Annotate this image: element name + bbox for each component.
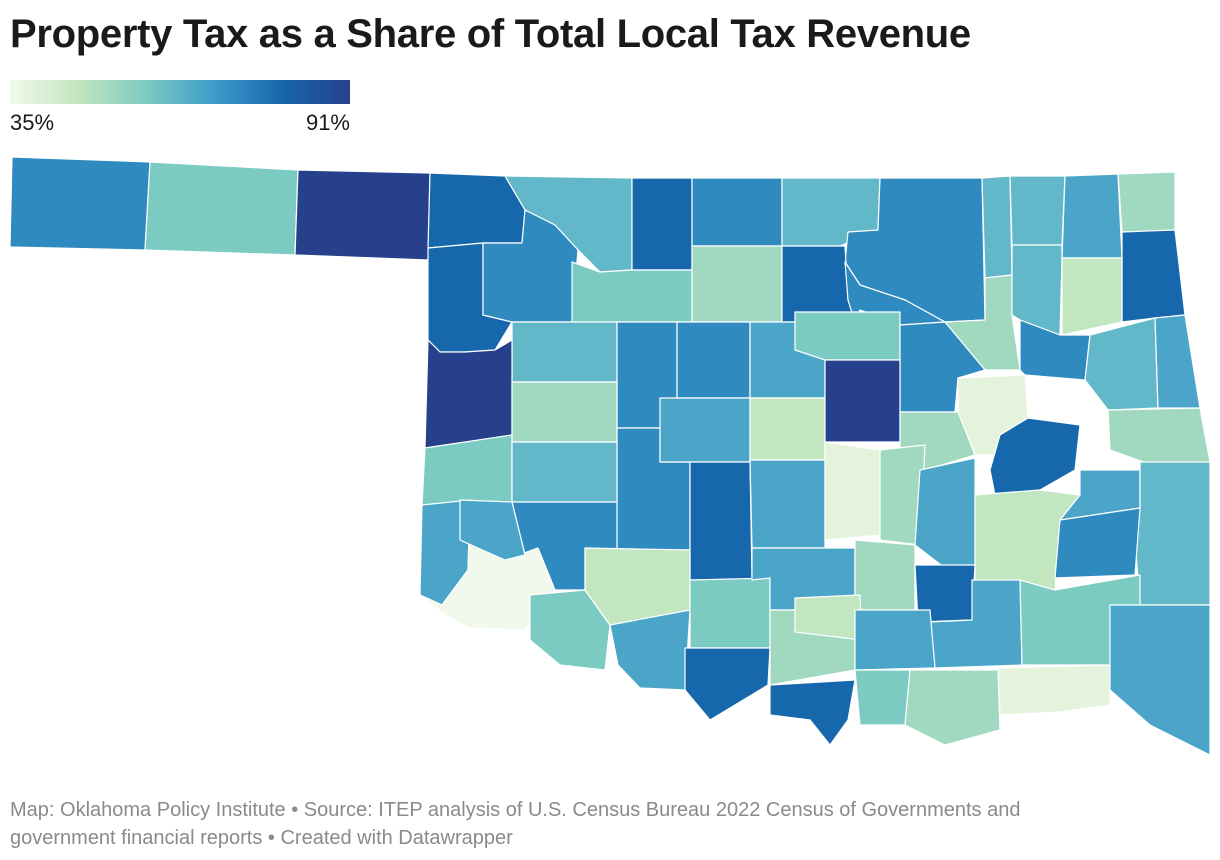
county-beaver: [294, 169, 431, 261]
legend-max-label: 91%: [305, 110, 350, 135]
footer-credits: Map: Oklahoma Policy Institute • Source:…: [10, 796, 1200, 852]
county-washington: [981, 175, 1013, 279]
county-payne: [794, 311, 901, 361]
county-cotton: [609, 609, 691, 691]
county-oklahoma: [749, 397, 826, 461]
county-jefferson: [684, 647, 771, 721]
county-sequoyah: [1107, 407, 1211, 469]
county-roger-mills: [424, 339, 513, 449]
oklahoma-county-map: [9, 156, 1211, 756]
county-alfalfa: [631, 177, 693, 271]
county-garfield: [691, 245, 783, 323]
county-stephens: [689, 577, 771, 649]
county-major: [571, 261, 693, 323]
county-craig: [1061, 173, 1123, 259]
county-johnston: [854, 609, 936, 671]
county-cherokee: [1084, 317, 1159, 411]
county-custer: [511, 381, 618, 443]
county-pittsburg: [1054, 507, 1141, 579]
county-pottawatomie: [824, 441, 881, 541]
color-scale-legend: [10, 80, 350, 104]
county-murray: [794, 594, 863, 641]
county-woodward: [482, 209, 579, 323]
county-pontotoc: [854, 539, 916, 611]
county-cleveland: [749, 459, 826, 549]
county-marshall: [854, 669, 911, 726]
county-bryan: [904, 669, 1001, 746]
county-delaware: [1121, 229, 1186, 323]
county-kingfisher: [676, 321, 751, 399]
county-love: [769, 679, 856, 746]
footer-line-2: government financial reports • Created w…: [10, 827, 513, 849]
county-washita: [511, 441, 618, 503]
county-ottawa-adj: [1061, 257, 1123, 336]
county-grady: [689, 461, 753, 581]
county-ottawa: [1117, 171, 1176, 233]
county-nowata: [1009, 175, 1066, 246]
county-texas: [144, 161, 299, 256]
county-adair: [1154, 314, 1201, 409]
county-cimarron: [9, 156, 151, 251]
county-choctaw: [997, 664, 1111, 716]
chart-title: Property Tax as a Share of Total Local T…: [10, 12, 971, 56]
county-jackson: [459, 499, 526, 561]
county-grant: [691, 177, 783, 247]
county-noble: [781, 245, 856, 323]
legend-min-label: 35%: [10, 110, 55, 135]
county-le-flore: [1134, 461, 1211, 606]
county-hughes: [914, 457, 976, 569]
county-canadian: [659, 397, 751, 463]
county-lincoln: [824, 359, 901, 443]
county-dewey: [511, 321, 618, 383]
footer-line-1: Map: Oklahoma Policy Institute • Source:…: [10, 799, 1021, 821]
county-mccurtain: [1109, 604, 1211, 756]
